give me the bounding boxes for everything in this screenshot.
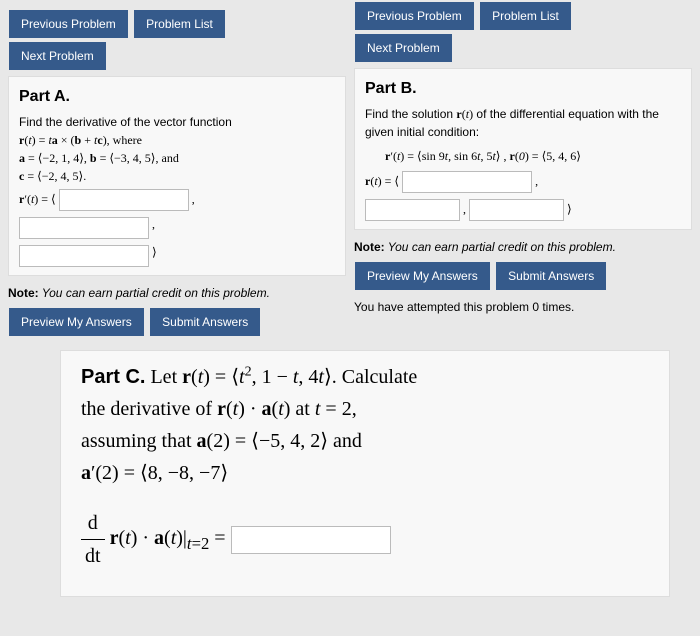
part-c-final-mid: r(t) · a(t)|t=2 bbox=[110, 527, 210, 549]
nav-a: Previous Problem Problem List Next Probl… bbox=[8, 8, 346, 72]
part-b-attempt: You have attempted this problem 0 times. bbox=[354, 300, 692, 314]
part-a-panel: Part A. Find the derivative of the vecto… bbox=[8, 76, 346, 276]
part-c-l3b: and bbox=[333, 430, 362, 452]
part-b-eqn: r′(t) = ⟨sin 9t, sin 6t, 5t⟩ , r(0) = ⟨5… bbox=[385, 147, 681, 165]
part-b-close: ⟩ bbox=[567, 202, 572, 216]
part-c-l1b: . Calculate bbox=[332, 366, 418, 388]
part-b-sep1: , bbox=[535, 174, 538, 188]
part-c-l2b: at t = 2, bbox=[295, 398, 356, 420]
part-a-column: Previous Problem Problem List Next Probl… bbox=[8, 4, 346, 342]
part-a-close: ⟩ bbox=[152, 245, 157, 259]
part-c-panel: Part C. Let r(t) = ⟨t2, 1 − t, 4t⟩. Calc… bbox=[60, 350, 670, 597]
part-b-input-3[interactable] bbox=[469, 199, 564, 221]
part-a-prompt: Find the derivative of the vector functi… bbox=[19, 113, 335, 131]
part-a-input-2[interactable] bbox=[19, 217, 149, 239]
list-button-a[interactable]: Problem List bbox=[134, 10, 225, 38]
part-b-actions: Preview My Answers Submit Answers bbox=[354, 260, 692, 292]
note-body-b: You can earn partial credit on this prob… bbox=[385, 240, 616, 254]
part-c-input[interactable] bbox=[231, 526, 391, 554]
part-a-eq3: c = ⟨−2, 4, 5⟩. bbox=[19, 167, 335, 185]
part-b-panel: Part B. Find the solution r(t) of the di… bbox=[354, 68, 692, 230]
part-c-final: d dt r(t) · a(t)|t=2 = bbox=[81, 507, 649, 572]
part-a-eq2: a = ⟨−2, 1, 4⟩, b = ⟨−3, 4, 5⟩, and bbox=[19, 149, 335, 167]
frac-num: d bbox=[81, 507, 105, 540]
prev-button-a[interactable]: Previous Problem bbox=[9, 10, 128, 38]
part-c-final-eq: = bbox=[214, 527, 230, 549]
part-c-line2: the derivative of r(t) · a(t) at t = 2, bbox=[81, 393, 649, 425]
next-button-b[interactable]: Next Problem bbox=[355, 34, 452, 62]
frac-den: dt bbox=[81, 540, 105, 572]
part-a-title: Part A. bbox=[19, 85, 335, 109]
part-c-line3: assuming that a(2) = ⟨−5, 4, 2⟩ and bbox=[81, 425, 649, 457]
preview-button-a[interactable]: Preview My Answers bbox=[9, 308, 144, 336]
part-b-title: Part B. bbox=[365, 77, 681, 101]
part-a-sep1: , bbox=[192, 192, 195, 206]
part-a-eq1: r(t) = ta × (b + tc), where bbox=[19, 131, 335, 149]
part-a-answer-row: r′(t) = ⟨ , , ⟩ bbox=[19, 189, 335, 267]
part-c-l2m: r(t) · a(t) bbox=[217, 398, 290, 420]
part-a-lhs: r′(t) = ⟨ bbox=[19, 192, 59, 206]
nav-b: Previous Problem Problem List Next Probl… bbox=[354, 0, 692, 64]
part-b-prompt: Find the solution r(t) of the differenti… bbox=[365, 105, 681, 141]
note-label-b: Note: bbox=[354, 240, 385, 254]
part-a-actions: Preview My Answers Submit Answers bbox=[8, 306, 346, 338]
submit-button-b[interactable]: Submit Answers bbox=[496, 262, 606, 290]
frac-icon: d dt bbox=[81, 507, 105, 572]
part-a-input-3[interactable] bbox=[19, 245, 149, 267]
part-b-input-1[interactable] bbox=[402, 171, 532, 193]
next-button-a[interactable]: Next Problem bbox=[9, 42, 106, 70]
part-c-l1a: Let bbox=[150, 366, 182, 388]
part-c-line4: a′(2) = ⟨8, −8, −7⟩ bbox=[81, 457, 649, 489]
part-c-l1m: r(t) = ⟨t2, 1 − t, 4t⟩ bbox=[182, 366, 332, 388]
submit-button-a[interactable]: Submit Answers bbox=[150, 308, 260, 336]
preview-button-b[interactable]: Preview My Answers bbox=[355, 262, 490, 290]
list-button-b[interactable]: Problem List bbox=[480, 2, 571, 30]
note-body-a: You can earn partial credit on this prob… bbox=[39, 286, 270, 300]
prev-button-b[interactable]: Previous Problem bbox=[355, 2, 474, 30]
part-c-l3m: a(2) = ⟨−5, 4, 2⟩ bbox=[197, 430, 328, 452]
note-label-a: Note: bbox=[8, 286, 39, 300]
part-c-title: Part C. bbox=[81, 366, 145, 388]
part-a-sep2: , bbox=[152, 217, 155, 231]
part-c-line1: Part C. Let r(t) = ⟨t2, 1 − t, 4t⟩. Calc… bbox=[81, 361, 649, 393]
part-b-column: Previous Problem Problem List Next Probl… bbox=[354, 4, 692, 314]
part-b-input-2[interactable] bbox=[365, 199, 460, 221]
part-c-l3a: assuming that bbox=[81, 430, 197, 452]
part-a-input-1[interactable] bbox=[59, 189, 189, 211]
part-c-l2a: the derivative of bbox=[81, 398, 217, 420]
part-b-answer-row: r(t) = ⟨ , , ⟩ bbox=[365, 171, 681, 221]
part-a-note: Note: You can earn partial credit on thi… bbox=[8, 286, 346, 300]
part-b-sep2: , bbox=[463, 202, 466, 216]
part-b-note: Note: You can earn partial credit on thi… bbox=[354, 240, 692, 254]
part-b-lhs: r(t) = ⟨ bbox=[365, 174, 402, 188]
